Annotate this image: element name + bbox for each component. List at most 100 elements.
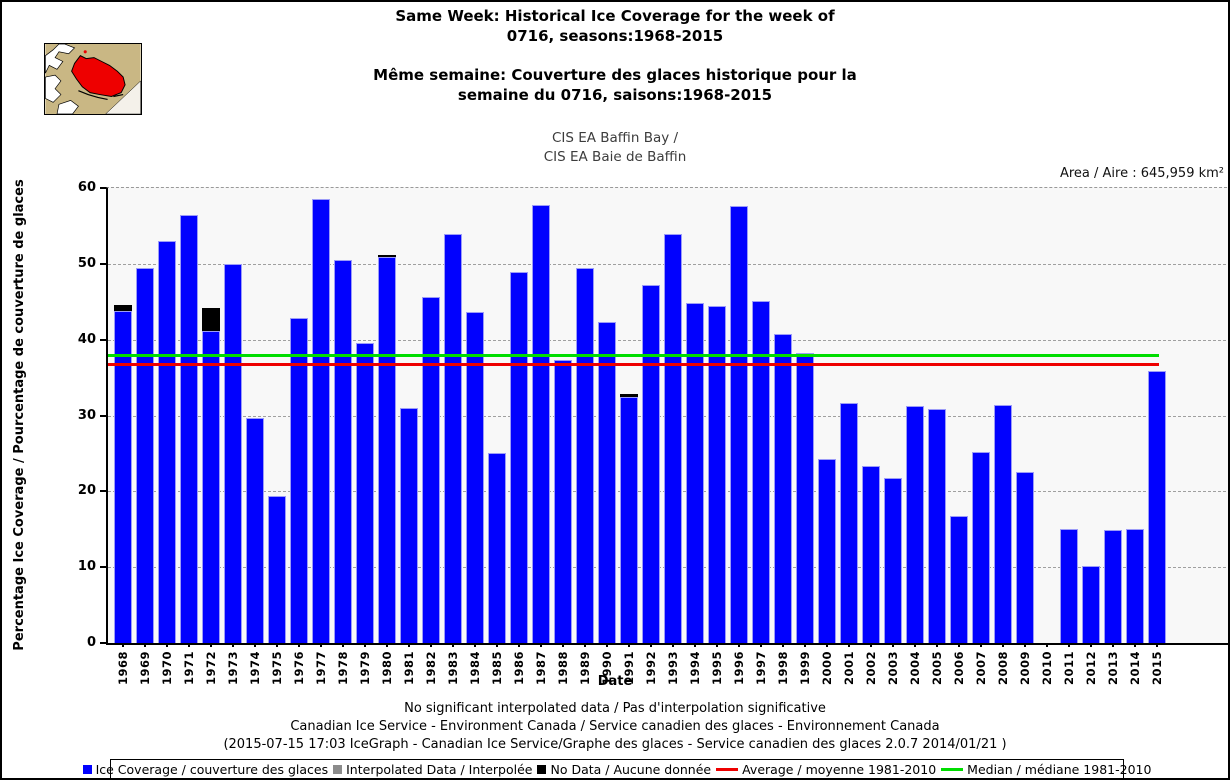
x-tick-mark-2005 — [936, 643, 938, 647]
x-tick-mark-2015 — [1156, 643, 1158, 647]
region-subtitle: CIS EA Baffin Bay / CIS EA Baie de Baffi… — [2, 129, 1228, 167]
median-label: Median / médiane 1981-2010 — [967, 761, 1152, 777]
x-tick-mark-1977 — [320, 643, 322, 647]
y-tick-mark-0 — [100, 642, 106, 644]
x-tick-mark-1996 — [738, 643, 740, 647]
x-tick-mark-2003 — [892, 643, 894, 647]
bar-1976 — [290, 317, 308, 643]
bar-2012 — [1082, 565, 1100, 643]
interpolated-label: Interpolated Data / Interpolée — [346, 761, 533, 777]
plot-area: 0 10 20 30 40 50 60 1968 1969 1970 1971 1972 1973 197… — [78, 180, 1228, 685]
bar-1980 — [378, 257, 396, 643]
legend-item-interpolated: Interpolated Data / Interpolée — [333, 762, 532, 777]
map-region-dot — [83, 50, 87, 54]
y-tick-mark-50 — [100, 262, 106, 265]
bar-1986 — [510, 272, 528, 643]
x-tick-mark-1993 — [672, 643, 674, 647]
bar-1993 — [664, 234, 682, 643]
bar-1975 — [268, 495, 286, 643]
bar-1982 — [422, 297, 440, 643]
bar-1981 — [400, 407, 418, 643]
ice-coverage-swatch — [82, 764, 92, 774]
bar-2011 — [1060, 529, 1078, 643]
x-tick-mark-1985 — [496, 643, 498, 647]
x-tick-mark-1971 — [188, 643, 190, 647]
bar-1988 — [554, 360, 572, 643]
no-data-swatch — [537, 764, 547, 774]
bar-1983 — [444, 234, 462, 643]
bar-1999 — [796, 353, 814, 643]
x-tick-mark-1982 — [430, 643, 432, 647]
y-tick-mark-30 — [100, 414, 106, 417]
bar-2007 — [972, 451, 990, 643]
median-line — [108, 354, 1159, 358]
map-water-channel — [45, 44, 76, 74]
x-tick-mark-1989 — [584, 643, 586, 647]
x-tick-mark-1978 — [342, 643, 344, 647]
no-data-cap-1991 — [620, 394, 638, 398]
x-tick-mark-1991 — [628, 643, 630, 647]
y-tick-label-30: 30 — [77, 407, 96, 423]
bar-1972 — [202, 330, 220, 643]
bar-1998 — [774, 334, 792, 643]
bar-2013 — [1104, 530, 1122, 643]
bar-2002 — [862, 465, 880, 643]
x-tick-mark-1983 — [452, 643, 454, 647]
bar-1968 — [114, 310, 132, 643]
area-label: Area / Aire : 645,959 km² — [1059, 166, 1224, 181]
y-axis-title-text: Percentage Ice Coverage / Pourcentage de… — [12, 179, 27, 651]
median-line-swatch — [941, 767, 964, 771]
bar-1984 — [466, 312, 484, 643]
interpolated-swatch — [333, 764, 343, 774]
x-tick-mark-2004 — [914, 643, 916, 647]
x-tick-mark-1968 — [122, 643, 124, 647]
bar-1996 — [730, 206, 748, 643]
map-water-channel — [45, 74, 62, 103]
chart-title-french: Même semaine: Couverture des glaces hist… — [2, 65, 1228, 105]
bar-1971 — [180, 214, 198, 643]
no-data-label: No Data / Aucune donnée — [550, 761, 712, 777]
bar-2001 — [840, 402, 858, 643]
x-tick-mark-1972 — [210, 643, 212, 647]
x-tick-mark-2008 — [1002, 643, 1004, 647]
chart-title-english: Same Week: Historical Ice Coverage for t… — [2, 6, 1228, 46]
x-tick-mark-2006 — [958, 643, 960, 647]
x-tick-mark-1981 — [408, 643, 410, 647]
x-tick-mark-1973 — [232, 643, 234, 647]
x-tick-mark-1975 — [276, 643, 278, 647]
bar-1995 — [708, 306, 726, 643]
bar-2000 — [818, 458, 836, 643]
bar-2004 — [906, 406, 924, 643]
footer-agency: Canadian Ice Service - Environment Canad… — [290, 719, 940, 734]
bar-2003 — [884, 477, 902, 643]
bar-1994 — [686, 303, 704, 643]
y-tick-label-40: 40 — [77, 331, 96, 347]
x-tick-mark-1990 — [606, 643, 608, 647]
map-coastline — [78, 90, 124, 100]
bar-1977 — [312, 199, 330, 643]
bar-2008 — [994, 404, 1012, 643]
average-line — [108, 363, 1159, 367]
bar-1990 — [598, 322, 616, 643]
bar-1974 — [246, 417, 264, 643]
x-tick-mark-1999 — [804, 643, 806, 647]
x-tick-mark-1995 — [716, 643, 718, 647]
x-tick-mark-1987 — [540, 643, 542, 647]
y-tick-mark-40 — [100, 338, 106, 341]
x-tick-mark-1979 — [364, 643, 366, 647]
bar-1989 — [576, 267, 594, 643]
average-label: Average / moyenne 1981-2010 — [742, 761, 937, 777]
map-water-channel — [56, 100, 79, 114]
bar-2006 — [950, 516, 968, 643]
x-axis-title: Date — [597, 674, 633, 689]
map-region-baffin-bay — [71, 55, 126, 98]
y-tick-label-60: 60 — [77, 180, 96, 195]
legend-item-ice-coverage: Ice Coverage / couverture des glaces — [82, 761, 329, 777]
ice-coverage-label: Ice Coverage / couverture des glaces — [95, 761, 329, 777]
title-fr-line2: semaine du 0716, saisons:1968-2015 — [457, 86, 773, 104]
bar-1985 — [488, 452, 506, 643]
bar-1973 — [224, 263, 242, 643]
x-tick-mark-1969 — [144, 643, 146, 647]
x-tick-mark-2007 — [980, 643, 982, 647]
